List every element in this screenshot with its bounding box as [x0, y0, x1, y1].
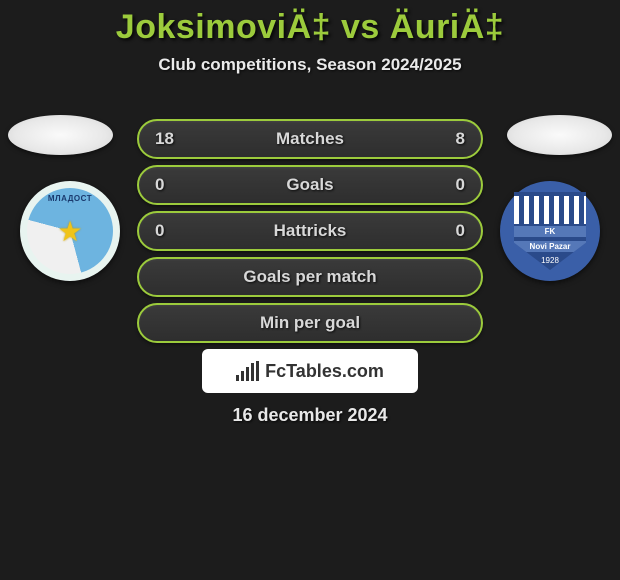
stat-row-hattricks: 0 Hattricks 0: [137, 211, 483, 251]
crest-left-inner: МЛАДОСТ ★: [27, 188, 113, 274]
crest-right-line2: Novi Pazar: [514, 241, 586, 252]
crest-left-name: МЛАДОСТ: [48, 194, 92, 203]
team-crest-right: FK Novi Pazar 1928: [500, 181, 600, 281]
player-photo-right: [507, 115, 612, 155]
stat-row-goals-per-match: Goals per match: [137, 257, 483, 297]
stat-label: Matches: [276, 129, 344, 149]
player-photo-left: [8, 115, 113, 155]
stat-row-matches: 18 Matches 8: [137, 119, 483, 159]
crest-right-line1: FK: [514, 226, 586, 237]
team-crest-left: МЛАДОСТ ★: [20, 181, 120, 281]
crest-right-shield: FK Novi Pazar 1928: [514, 192, 586, 270]
stat-label: Goals: [286, 175, 333, 195]
crest-right-year: 1928: [541, 256, 559, 265]
stat-right-value: 0: [441, 175, 465, 195]
star-icon: ★: [57, 215, 82, 248]
stat-left-value: 0: [155, 175, 179, 195]
stat-label: Hattricks: [274, 221, 347, 241]
stat-left-value: 0: [155, 221, 179, 241]
attribution-brand: FcTables.com: [265, 361, 384, 382]
page-title: JoksimoviÄ‡ vs ÄuriÄ‡: [0, 8, 620, 47]
stats-column: 18 Matches 8 0 Goals 0 0 Hattricks 0 Goa…: [137, 119, 483, 343]
bar-chart-icon: [236, 361, 259, 381]
stat-label: Goals per match: [243, 267, 376, 287]
subtitle: Club competitions, Season 2024/2025: [0, 55, 620, 75]
stat-right-value: 0: [441, 221, 465, 241]
attribution-box: FcTables.com: [202, 349, 418, 393]
crest-right-stripes: [514, 196, 586, 224]
date-label: 16 december 2024: [0, 405, 620, 426]
stat-right-value: 8: [441, 129, 465, 149]
stat-row-min-per-goal: Min per goal: [137, 303, 483, 343]
stat-label: Min per goal: [260, 313, 360, 333]
comparison-card: JoksimoviÄ‡ vs ÄuriÄ‡ Club competitions,…: [0, 0, 620, 426]
stat-left-value: 18: [155, 129, 179, 149]
content-area: МЛАДОСТ ★ FK Novi Pazar 1928 18 Matches …: [0, 119, 620, 426]
stat-row-goals: 0 Goals 0: [137, 165, 483, 205]
